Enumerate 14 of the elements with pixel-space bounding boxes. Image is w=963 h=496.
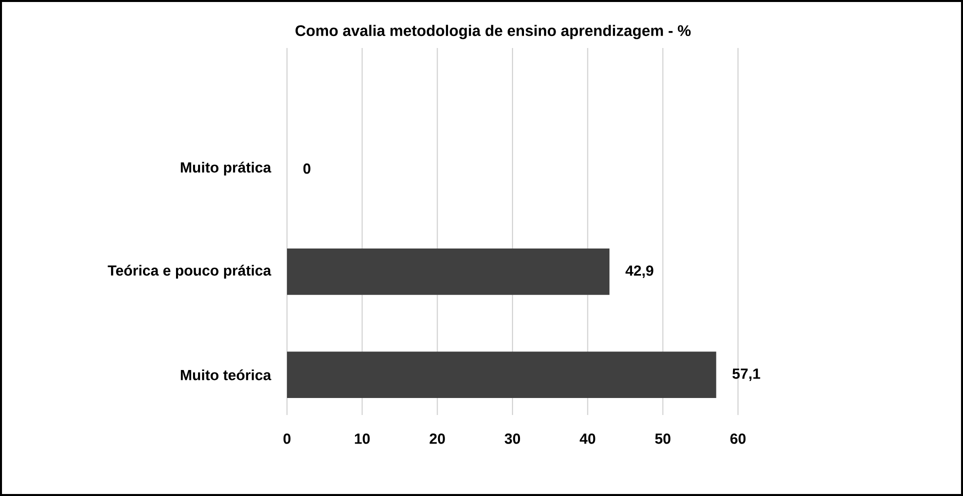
y-tick-label: Muito prática [180,162,272,176]
x-tick-label: 40 [580,434,596,444]
data-label: 57,1 [732,368,760,381]
data-label: 42,9 [626,265,654,278]
x-tick-label: 20 [430,434,445,444]
x-tick-label: 60 [730,434,746,444]
x-tick-label: 50 [655,434,670,444]
x-tick-label: 10 [354,434,370,444]
x-tick-label: 30 [504,434,520,444]
data-label: 0 [303,163,310,174]
y-tick-label: Teórica e pouco prática [108,264,272,279]
y-tick-label: Muito teórica [180,369,272,380]
x-tick-label: 0 [284,434,290,444]
chart-title: Como avalia metodologia de ensino aprendizagem - % [296,24,691,40]
